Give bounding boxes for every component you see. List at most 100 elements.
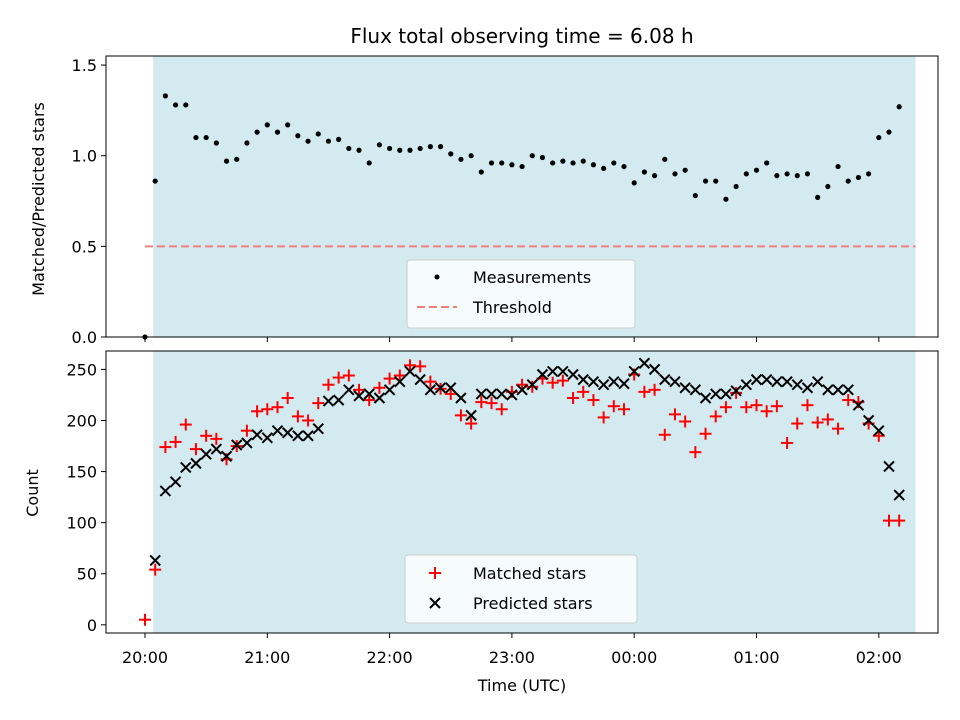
matched-star-point: [353, 383, 366, 396]
measurement-point: [315, 131, 321, 137]
measurement-point: [662, 156, 668, 162]
measurement-point: [162, 93, 168, 99]
predicted-star-point: [169, 476, 182, 488]
measurement-point: [621, 163, 627, 170]
matched-star-point: [781, 436, 794, 449]
predicted-star-point: [577, 373, 589, 386]
predicted-star-point: [730, 385, 742, 397]
predicted-star-point: [475, 388, 488, 400]
measurement-point: [193, 134, 199, 141]
predicted-star-point: [750, 373, 763, 386]
predicted-star-point: [689, 384, 702, 396]
measurement-point: [611, 160, 617, 166]
measurement-point: [845, 178, 851, 184]
measurement-point: [733, 183, 739, 190]
legend-marker-measurements: [434, 274, 440, 280]
predicted-star-point: [557, 365, 569, 378]
predicted-star-point: [220, 450, 233, 462]
measurement-point: [631, 180, 637, 186]
x-tick-label: 00:00: [611, 648, 657, 667]
predicted-star-point: [394, 375, 406, 388]
legend-label-matched: Matched stars: [473, 564, 586, 583]
x-tick-label: 20:00: [122, 648, 168, 667]
matched-star-point: [312, 397, 325, 410]
measurement-point: [682, 167, 688, 173]
measurement-point: [764, 160, 770, 166]
matched-star-point: [526, 380, 539, 393]
y-axis-label-bottom: Count: [23, 469, 42, 517]
measurement-point: [234, 156, 240, 162]
measurement-point: [815, 194, 821, 201]
legend-label-predicted: Predicted stars: [473, 594, 593, 613]
predicted-star-point: [271, 424, 284, 437]
measurement-point: [244, 140, 250, 146]
predicted-star-point: [536, 368, 549, 381]
matched-star-point: [139, 613, 151, 626]
predicted-star-point: [343, 384, 355, 396]
measurement-point: [784, 171, 790, 177]
matched-star-point: [444, 387, 457, 400]
predicted-star-point: [332, 394, 345, 406]
matched-star-point: [832, 422, 845, 435]
measurement-point: [295, 133, 301, 139]
measurement-point: [590, 162, 597, 168]
x-tick-label: 21:00: [244, 648, 290, 667]
measurement-point: [305, 138, 311, 144]
matched-star-point: [791, 417, 804, 430]
y-tick-label: 0.5: [72, 237, 97, 256]
predicted-star-point: [822, 384, 834, 396]
measurement-point: [417, 145, 423, 152]
predicted-star-point: [149, 554, 161, 567]
predicted-star-point: [883, 460, 895, 473]
measurement-point: [651, 173, 658, 179]
matched-star-point: [811, 416, 824, 429]
predicted-star-point: [434, 382, 447, 394]
measurement-point: [825, 183, 831, 190]
matched-star-point: [342, 369, 355, 382]
measurement-point: [172, 102, 179, 108]
matched-star-point: [251, 405, 264, 418]
y-tick-label: 0: [87, 616, 97, 635]
legend-label-measurements: Measurements: [473, 268, 591, 287]
measurement-point: [366, 160, 372, 166]
legend-top: Measurements Threshold: [406, 259, 636, 329]
matched-star-point: [414, 360, 427, 373]
predicted-star-point: [231, 439, 243, 451]
matched-star-point: [332, 371, 345, 384]
predicted-star-point: [281, 427, 294, 439]
predicted-star-point: [740, 379, 753, 391]
measurement-point: [580, 158, 586, 164]
measurement-point: [692, 192, 698, 199]
predicted-star-point: [424, 384, 437, 396]
matched-star-point: [373, 381, 386, 394]
predicted-star-point: [526, 379, 538, 391]
predicted-star-point: [190, 457, 202, 470]
matched-star-point: [658, 428, 671, 441]
measurement-point: [774, 173, 780, 179]
predicted-star-point: [781, 375, 793, 388]
matched-star-point: [893, 514, 906, 527]
measurement-point: [753, 167, 760, 173]
measurement-point: [407, 147, 413, 153]
y-tick-label: 250: [66, 360, 97, 379]
x-tick-label: 01:00: [733, 648, 779, 667]
measurement-point: [570, 160, 576, 166]
predicted-star-point: [648, 363, 661, 376]
predicted-star-point: [862, 414, 875, 427]
y-tick-label: 0.0: [72, 328, 97, 347]
predicted-star-point: [496, 388, 508, 400]
matched-star-point: [730, 386, 743, 399]
predicted-star-point: [200, 448, 212, 460]
measurement-point: [601, 165, 607, 171]
matched-star-point: [169, 435, 182, 448]
matched-star-point: [261, 403, 274, 416]
measurement-point: [794, 173, 800, 179]
measurement-point: [560, 158, 566, 164]
legend-box-top: [406, 259, 636, 329]
matched-star-point: [668, 408, 681, 421]
matched-star-point: [740, 401, 753, 414]
matched-star-point: [556, 374, 569, 387]
predicted-star-point: [618, 377, 630, 390]
matched-star-point: [393, 369, 406, 382]
predicted-star-point: [159, 485, 172, 497]
